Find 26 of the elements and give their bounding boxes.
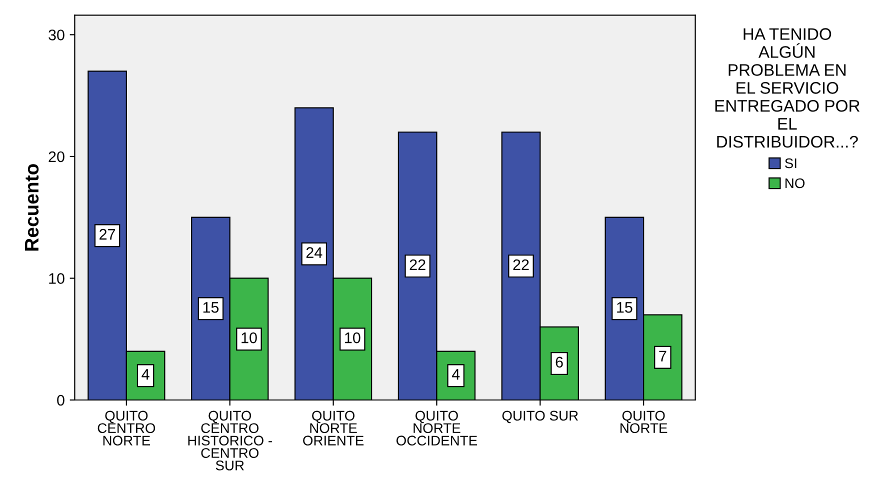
data-label: 22 [410, 259, 426, 270]
x-tick-label: QUITO SUR [502, 410, 578, 424]
x-tick-label: QUITO CENTRO HISTORICO - CENTRO SUR [188, 410, 272, 470]
data-label: 15 [617, 302, 632, 313]
y-axis-title: Recuento [25, 164, 39, 251]
x-tick-label: QUITO NORTE [620, 410, 668, 434]
y-tick-label: 30 [48, 30, 64, 40]
data-label: 24 [306, 247, 322, 258]
data-label: 10 [345, 332, 360, 344]
y-tick-label: 20 [48, 151, 64, 162]
legend-label: NO [786, 178, 805, 188]
data-label: 6 [556, 356, 563, 368]
data-label: 7 [659, 350, 666, 362]
data-label: 4 [452, 369, 460, 380]
x-tick-label: QUITO NORTE ORIENTE [303, 410, 364, 446]
data-label: 10 [242, 332, 257, 344]
legend-label: SI [785, 158, 796, 168]
data-label: 4 [142, 369, 150, 380]
y-tick-label: 10 [49, 273, 64, 284]
legend-title: HA TENIDO ALGÚN PROBLEMA EN EL SERVICIO ENTREGADO POR EL DISTRIBUIDOR...? [715, 28, 860, 148]
data-label: 22 [513, 259, 529, 270]
y-tick-label: 0 [57, 394, 64, 406]
data-label: 15 [203, 302, 219, 313]
data-label: 27 [100, 228, 116, 240]
x-tick-label: QUITO NORTE OCCIDENTE [396, 410, 478, 446]
x-tick-label: QUITO CENTRO NORTE [98, 410, 156, 446]
